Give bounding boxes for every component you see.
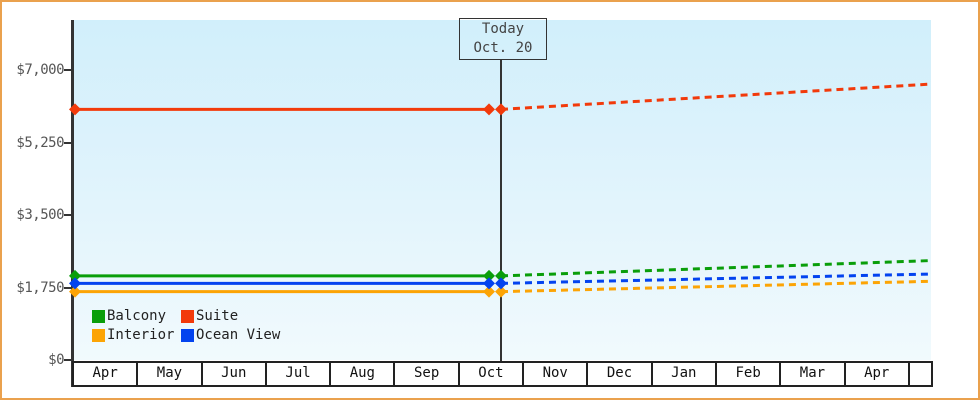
x-axis-month-cell: Aug [331, 363, 396, 385]
legend-swatch-icon [181, 309, 194, 323]
y-axis-tick-label: $5,250 [16, 134, 64, 151]
legend-swatch-icon [92, 328, 105, 342]
y-axis-tick-mark [64, 286, 72, 289]
x-axis-month-cell: Jun [203, 363, 267, 385]
x-axis-month-row: Apr May Jun Jul Aug Sep Oct Nov Dec Jan Feb Mar Apr [72, 361, 933, 387]
x-axis-month-cell: Nov [524, 363, 589, 385]
legend-swatch-icon [181, 328, 194, 342]
x-axis-month-cell: Oct [460, 363, 525, 385]
legend-item-balcony[interactable]: Balcony [92, 309, 181, 323]
legend-label: Suite [196, 308, 239, 324]
legend-label: Interior [107, 327, 175, 343]
x-axis-month-cell: Apr [74, 363, 139, 385]
y-axis-tick-label: $7,000 [16, 62, 64, 78]
x-axis-month-cell: Mar [781, 363, 846, 385]
y-axis-line [71, 20, 74, 387]
legend-label: Ocean View [196, 327, 281, 343]
y-axis-tick-mark [64, 359, 72, 361]
plot-area [73, 20, 931, 360]
legend-item-ocean-view[interactable]: Ocean View [181, 328, 280, 342]
x-axis-month-cell: Dec [588, 363, 653, 385]
y-axis-tick-label: $0 [48, 352, 64, 368]
y-axis-tick-mark [64, 69, 72, 71]
x-axis-month-cell: Sep [395, 363, 460, 385]
legend-item-suite[interactable]: Suite [181, 309, 280, 323]
x-axis-month-cell: May [138, 363, 203, 385]
today-reference-line [500, 60, 502, 361]
legend-label: Balcony [107, 308, 167, 324]
x-axis-month-cell: Apr [846, 363, 910, 385]
today-annotation-line1: Today [481, 21, 525, 37]
legend: Balcony Suite Interior Ocean View [92, 309, 280, 342]
y-axis-tick-mark [64, 214, 72, 216]
x-axis-month-cell: Jul [267, 363, 332, 385]
today-annotation-box: Today Oct. 20 [459, 18, 547, 60]
x-axis-month-cell: Jan [653, 363, 717, 385]
legend-item-interior[interactable]: Interior [92, 328, 181, 342]
y-axis-tick-mark [64, 141, 72, 144]
today-annotation-line2: Oct. 20 [473, 40, 533, 56]
y-axis-tick-label: $1,750 [16, 279, 64, 296]
legend-swatch-icon [92, 309, 105, 323]
y-axis-tick-label: $3,500 [16, 207, 64, 223]
x-axis-month-cell: Feb [717, 363, 782, 385]
x-axis-filler-cell [910, 363, 931, 385]
